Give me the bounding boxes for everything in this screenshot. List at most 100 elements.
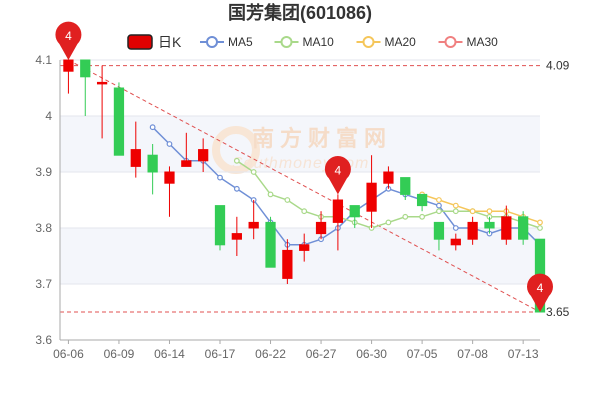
legend-kline-label: 日K xyxy=(158,34,182,50)
candle xyxy=(164,166,175,217)
ma-point-ma5 xyxy=(149,124,156,131)
candle-body xyxy=(315,221,327,235)
legend-swatch-dot xyxy=(206,36,218,48)
price-marker: 4 xyxy=(55,21,82,60)
candle xyxy=(80,59,91,116)
legend-swatch-dot xyxy=(362,36,375,48)
plot-band xyxy=(60,228,540,284)
x-tick-label: 07-13 xyxy=(508,347,539,361)
candle xyxy=(96,65,108,139)
y-tick-label: 3.7 xyxy=(35,277,52,291)
candle-body xyxy=(113,87,125,156)
ma-point-ma5 xyxy=(436,202,442,209)
x-tick-label: 06-22 xyxy=(255,347,286,361)
x-tick-label: 06-09 xyxy=(104,347,135,361)
candle xyxy=(518,211,529,245)
candle-body xyxy=(484,221,495,229)
ma-point-ma10 xyxy=(385,219,392,226)
candle-body xyxy=(63,59,74,72)
candle-body xyxy=(400,177,411,195)
candle xyxy=(484,216,495,234)
reference-lines: 4.09 3.65 xyxy=(60,59,570,319)
ma-point-ma5 xyxy=(166,141,173,147)
reference-label: 4.09 xyxy=(546,59,570,73)
candle xyxy=(400,177,411,200)
ma-point-ma10 xyxy=(284,197,291,203)
y-tick-label: 3.8 xyxy=(35,221,52,235)
candle xyxy=(231,216,242,256)
candle xyxy=(467,216,478,245)
legend-item-ma30: MA30 xyxy=(438,35,499,49)
ma-point-ma10 xyxy=(419,213,426,220)
candle xyxy=(130,121,141,178)
watermark-logo xyxy=(212,126,260,174)
candle xyxy=(416,193,428,212)
candle xyxy=(248,200,259,240)
candle-body xyxy=(164,171,175,184)
candle-body xyxy=(450,238,461,246)
candle xyxy=(299,233,310,262)
candle xyxy=(349,205,360,228)
ma-point-ma5 xyxy=(452,225,459,231)
ma-point-ma10 xyxy=(250,169,257,175)
candle xyxy=(282,239,293,284)
candle-body xyxy=(299,244,310,251)
ma-point-ma5 xyxy=(233,185,240,192)
ma-point-ma10 xyxy=(301,208,308,215)
candle xyxy=(265,216,276,268)
plot-band xyxy=(60,172,540,228)
candle xyxy=(198,138,209,172)
x-tick-label: 07-08 xyxy=(457,347,488,361)
candle xyxy=(113,82,125,156)
candle xyxy=(315,211,327,240)
candle-body xyxy=(416,193,428,207)
candle-body xyxy=(147,154,158,173)
legend-kline-swatch xyxy=(127,34,153,50)
plot-background xyxy=(60,60,540,340)
marker-label: 4 xyxy=(537,281,544,295)
ma-point-ma20 xyxy=(469,208,476,215)
candle xyxy=(366,155,377,228)
y-tick-label: 4 xyxy=(45,109,52,123)
x-tick-label: 07-05 xyxy=(407,347,438,361)
legend: 日K MA5 MA10 MA20 MA30 xyxy=(127,34,499,50)
candle-body xyxy=(265,221,276,268)
candle-body xyxy=(332,199,344,223)
axes: 3.6 3.7 3.8 3.9 4 4.1 06-06 06-09 06-14 06-17 06-2… xyxy=(35,53,540,361)
candle-body xyxy=(214,205,226,246)
x-tick-label: 06-17 xyxy=(205,347,236,361)
x-tick-label: 06-30 xyxy=(356,347,387,361)
candle-body xyxy=(366,182,377,212)
chart-title-group: 国芳集团(601086) xyxy=(228,2,372,23)
candle-body xyxy=(80,59,91,78)
legend-label: MA5 xyxy=(228,35,253,49)
y-tick-label: 4.1 xyxy=(35,53,52,67)
legend-label: MA30 xyxy=(467,35,499,49)
candle-body xyxy=(248,221,259,229)
ma-point-ma20 xyxy=(452,202,459,209)
ma-line-ma20 xyxy=(421,193,541,224)
ma-point-ma10 xyxy=(267,191,274,198)
marker-pin xyxy=(324,156,351,195)
plot-band xyxy=(60,60,540,116)
legend-label: MA20 xyxy=(385,35,417,49)
ma-point-ma10 xyxy=(537,225,543,231)
ma-point-ma20 xyxy=(436,197,442,203)
candle xyxy=(433,221,445,251)
candle-body xyxy=(501,216,512,240)
marker-label: 4 xyxy=(335,163,342,177)
x-tick-label: 06-14 xyxy=(154,347,185,361)
marker-pin xyxy=(55,21,82,60)
marker-pin xyxy=(527,273,554,312)
ma-point-ma10 xyxy=(452,208,459,215)
trendline xyxy=(68,59,541,313)
candle-body xyxy=(349,205,360,218)
ma-point-ma10 xyxy=(436,208,442,215)
x-tick-label: 06-27 xyxy=(306,347,337,361)
legend-item-kline: 日K xyxy=(127,34,182,50)
ma-point-ma5 xyxy=(217,174,223,181)
trend-line xyxy=(68,59,541,313)
price-marker: 4 xyxy=(527,273,554,312)
watermark-cn: 南方财富网 xyxy=(252,126,392,151)
